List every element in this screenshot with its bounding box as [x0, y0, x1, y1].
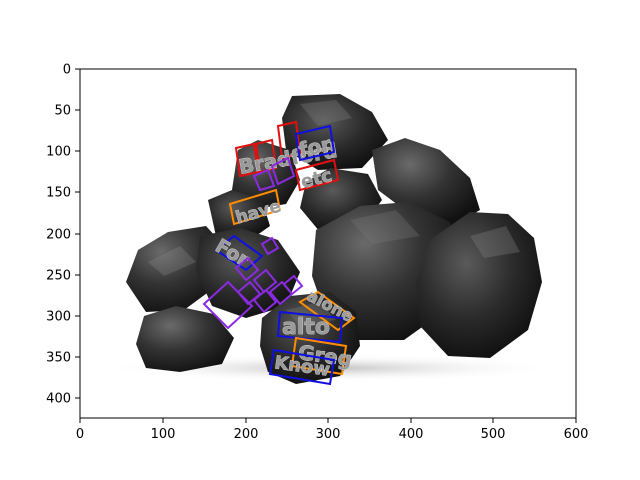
detection-word: for: [296, 132, 333, 162]
rock: [260, 292, 360, 384]
y-axis: 0 50 100 150 200 250 300 350 400: [46, 63, 80, 407]
x-tick-label: 400: [399, 427, 424, 442]
detection-box: [268, 348, 336, 386]
rock: [208, 190, 270, 240]
detection-box-unreadable: [234, 256, 260, 282]
y-tick-label: 300: [46, 310, 71, 325]
detection-box: [294, 124, 336, 162]
y-tick-label: 250: [46, 269, 71, 284]
coal-pile-image: [100, 94, 560, 384]
y-tick-label: 350: [46, 351, 71, 366]
rock: [416, 212, 542, 358]
rock: [136, 306, 234, 372]
detection-box: [254, 138, 278, 174]
rock-facet: [148, 246, 196, 276]
rock-facet: [350, 210, 420, 244]
detection-box: [290, 336, 348, 376]
detection-for-top: for: [294, 124, 336, 162]
x-tick-label: 500: [481, 427, 506, 442]
detection-box-unreadable: [202, 280, 254, 330]
y-tick-label: 400: [46, 392, 71, 407]
detection-box: [276, 310, 344, 344]
rock-facet: [470, 226, 520, 258]
x-tick-label: 100: [151, 427, 176, 442]
y-tick-label: 100: [46, 145, 71, 160]
x-tick-label: 300: [316, 427, 341, 442]
detection-box: [298, 290, 356, 332]
x-axis: 0 100 200 300 400 500 600: [76, 418, 589, 442]
y-tick-label: 50: [54, 104, 71, 119]
detection-box: [228, 188, 282, 226]
detection-box: [214, 234, 264, 272]
rock: [282, 94, 388, 170]
detection-box-unreadable: [282, 274, 304, 296]
plot-area: Bradford for etc have For: [79, 68, 577, 419]
detection-box-unreadable: [260, 236, 280, 256]
detection-word: alto: [282, 315, 330, 340]
detection-alto: alto: [276, 310, 344, 344]
detection-box-unreadable: [270, 156, 296, 186]
rock-facet: [300, 100, 352, 126]
detection-box-unreadable: [252, 288, 278, 314]
detection-box-unreadable: [252, 268, 278, 294]
y-tick-label: 150: [46, 186, 71, 201]
x-tick-label: 0: [76, 427, 84, 442]
y-tick-label: 200: [46, 228, 71, 243]
detection-box-unreadable: [252, 168, 276, 192]
x-tick-label: 200: [234, 427, 259, 442]
detection-box: [234, 142, 260, 178]
x-tick-label: 600: [564, 427, 589, 442]
y-tick-label: 0: [63, 63, 71, 78]
detection-box: [294, 158, 340, 192]
